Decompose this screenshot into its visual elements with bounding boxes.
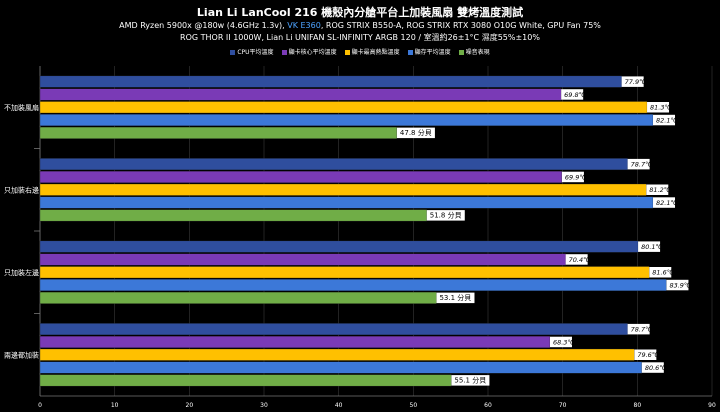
category-label: 只加裝右邊 xyxy=(4,185,39,194)
data-label-box xyxy=(396,127,435,139)
legend-item: CPU平均溫度 xyxy=(230,49,274,57)
legend-item: 顯卡核心平均溫度 xyxy=(281,49,337,57)
data-label: 77.9℃ xyxy=(625,78,647,86)
chart-title: Lian Li LanCool 216 機殼內分艙平台上加裝風扇 雙烤溫度測試 xyxy=(196,6,524,19)
spec-text-b: , ROG STRIX B550-A, ROG STRIX RTX 3080 O… xyxy=(320,21,601,30)
category-label: 兩邊都加裝 xyxy=(4,350,39,359)
x-tick-label: 90 xyxy=(708,402,716,409)
data-label-box xyxy=(638,241,661,252)
legend-label: 顯卡核心平均溫度 xyxy=(288,49,337,56)
data-label-box xyxy=(627,158,650,170)
bar xyxy=(39,279,667,291)
spec-text-a: AMD Ryzen 5900x @180w (4.6GHz 1.3v), xyxy=(119,21,288,30)
data-label-box xyxy=(561,89,584,100)
bar xyxy=(39,374,452,387)
x-tick-label: 10 xyxy=(111,402,119,409)
x-tick-label: 40 xyxy=(335,402,343,409)
bar xyxy=(39,101,648,114)
legend-label: 噪音表現 xyxy=(465,49,490,56)
x-tick-label: 50 xyxy=(410,402,418,409)
data-label: 81.3℃ xyxy=(650,104,672,112)
x-tick-label: 0 xyxy=(38,402,42,409)
legend-item: 噪音表現 xyxy=(458,49,490,57)
data-label-box xyxy=(565,254,588,265)
x-tick-label: 80 xyxy=(634,402,642,409)
legend-label: 顯卡最高熱點溫度 xyxy=(351,49,400,56)
data-label: 78.7℃ xyxy=(631,325,653,333)
bar xyxy=(39,253,566,266)
bar xyxy=(39,126,398,139)
data-label: 53.1 分貝 xyxy=(439,293,471,302)
data-label: 79.6℃ xyxy=(637,351,659,359)
data-label: 70.4℃ xyxy=(569,256,591,264)
bar xyxy=(39,209,427,222)
data-label-box xyxy=(653,197,676,208)
data-label-box xyxy=(436,292,475,304)
x-tick-label: 30 xyxy=(260,402,268,409)
legend-label: CPU平均溫度 xyxy=(237,49,274,56)
legend-label: 顯存平均溫度 xyxy=(414,49,451,56)
spec-text-highlight: VK E360 xyxy=(287,21,321,30)
x-tick-label: 70 xyxy=(559,402,567,409)
chart-legend: CPU平均溫度 顯卡核心平均溫度 顯卡最高熱點溫度 顯存平均溫度 噪音表現 xyxy=(0,49,720,57)
category-label: 不加裝風扇 xyxy=(4,103,39,112)
x-tick-label: 60 xyxy=(484,402,492,409)
data-label-box xyxy=(653,114,676,126)
data-label: 47.8 分貝 xyxy=(400,128,432,137)
bar xyxy=(39,240,639,253)
data-label: 69.8℃ xyxy=(564,91,586,99)
data-label: 69.9℃ xyxy=(565,173,587,181)
data-label-box xyxy=(426,210,465,221)
bar xyxy=(39,323,628,336)
data-label-box xyxy=(549,336,572,348)
data-label: 78.7℃ xyxy=(631,160,653,168)
data-label: 82.1℃ xyxy=(656,199,678,207)
data-label: 81.2℃ xyxy=(649,186,671,194)
legend-item: 顯存平均溫度 xyxy=(407,49,451,57)
bar xyxy=(39,75,622,88)
x-tick-label: 20 xyxy=(186,402,194,409)
data-label-box xyxy=(451,375,490,386)
data-label-box xyxy=(621,76,644,87)
bar xyxy=(39,348,635,361)
bar xyxy=(39,171,563,183)
bar xyxy=(39,114,654,126)
legend-swatch xyxy=(458,50,464,55)
bar xyxy=(39,336,551,348)
bar xyxy=(39,158,628,171)
data-label-box xyxy=(561,171,584,183)
data-label-box xyxy=(634,349,657,360)
bar xyxy=(39,266,650,279)
data-label: 51.8 分貝 xyxy=(430,211,462,220)
bar xyxy=(39,183,647,196)
data-label-box xyxy=(647,102,670,113)
legend-swatch xyxy=(407,50,413,55)
data-label: 80.1℃ xyxy=(641,243,663,251)
chart-subtitle-line-1: AMD Ryzen 5900x @180w (4.6GHz 1.3v), VK … xyxy=(0,20,720,32)
legend-swatch xyxy=(281,50,287,55)
data-label: 81.6℃ xyxy=(652,269,674,277)
category-label: 只加裝左邊 xyxy=(4,268,39,277)
data-label-box xyxy=(627,323,650,335)
legend-swatch xyxy=(344,50,350,55)
chart-subtitle-line-2: ROG THOR II 1000W, Lian Li UNIFAN SL-INF… xyxy=(180,33,540,42)
data-label: 83.9℃ xyxy=(669,281,691,289)
data-label-box xyxy=(666,279,689,291)
data-label-box xyxy=(641,362,664,373)
bar xyxy=(39,88,562,101)
data-label-box xyxy=(646,184,669,195)
bar xyxy=(39,291,437,304)
data-label: 82.1℃ xyxy=(656,116,678,124)
bar xyxy=(39,196,654,209)
data-label: 68.3℃ xyxy=(553,338,575,346)
bar xyxy=(39,361,642,374)
legend-item: 顯卡最高熱點溫度 xyxy=(344,49,400,57)
chart-header: Lian Li LanCool 216 機殼內分艙平台上加裝風扇 雙烤溫度測試 … xyxy=(0,0,720,44)
data-label: 55.1 分貝 xyxy=(454,376,486,385)
legend-swatch xyxy=(230,50,236,55)
data-label: 80.6℃ xyxy=(645,364,667,372)
data-label-box xyxy=(649,267,672,278)
